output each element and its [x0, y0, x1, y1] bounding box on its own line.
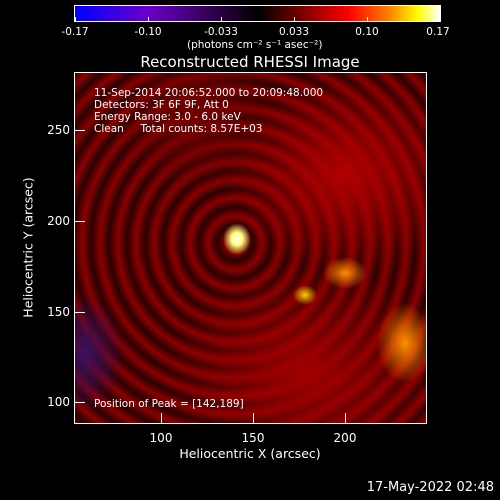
x-axis-title: Heliocentric X (arcsec): [179, 446, 321, 461]
x-tick-label: 200: [333, 431, 357, 445]
colorbar-tick-label: -0.033: [204, 26, 238, 38]
timestamp: 17-May-2022 02:48: [366, 480, 494, 495]
y-tick-label: 100: [47, 395, 70, 409]
colorbar-tick: [294, 17, 295, 21]
colorbar-tick-label: -0.10: [134, 26, 162, 38]
colorbar-tick-label: -0.17: [61, 26, 89, 38]
colorbar-tick-label: 0.17: [426, 26, 450, 38]
y-tick-mark: [75, 221, 85, 222]
info-time-range: 11-Sep-2014 20:06:52.000 to 20:09:48.000: [94, 87, 324, 99]
colorbar-tick: [148, 17, 149, 21]
colorbar-tick-label: 0.10: [355, 26, 379, 38]
y-tick-mark: [75, 130, 85, 131]
y-tick-label: 200: [47, 214, 70, 228]
x-tick-label: 150: [241, 431, 265, 445]
y-tick-label: 150: [47, 305, 70, 319]
peak-position-label: Position of Peak = [142,189]: [94, 398, 244, 410]
info-detectors: Detectors: 3F 6F 9F, Att 0: [94, 99, 229, 111]
x-tick-mark: [345, 413, 346, 423]
colorbar-tick: [439, 17, 440, 21]
rhessi-image: [74, 72, 427, 424]
y-tick-mark: [75, 402, 85, 403]
colorbar: [74, 5, 441, 22]
colorbar-tick: [367, 17, 368, 21]
colorbar-tick-label: 0.033: [278, 26, 310, 38]
x-tick-mark: [161, 413, 162, 423]
colorbar-units-label: (photons cm⁻² s⁻¹ asec⁻²): [187, 39, 323, 51]
colorbar-tick: [75, 17, 76, 21]
plot-title: Reconstructed RHESSI Image: [140, 53, 360, 71]
y-axis-title: Heliocentric Y (arcsec): [20, 177, 36, 318]
y-tick-mark: [75, 312, 85, 313]
x-tick-label: 100: [149, 431, 173, 445]
x-tick-mark: [253, 413, 254, 423]
info-energy-range: Energy Range: 3.0 - 6.0 keV: [94, 111, 241, 123]
info-total-counts: Clean Total counts: 8.57E+03: [94, 123, 263, 135]
colorbar-tick: [221, 17, 222, 21]
y-tick-label: 250: [47, 123, 70, 137]
